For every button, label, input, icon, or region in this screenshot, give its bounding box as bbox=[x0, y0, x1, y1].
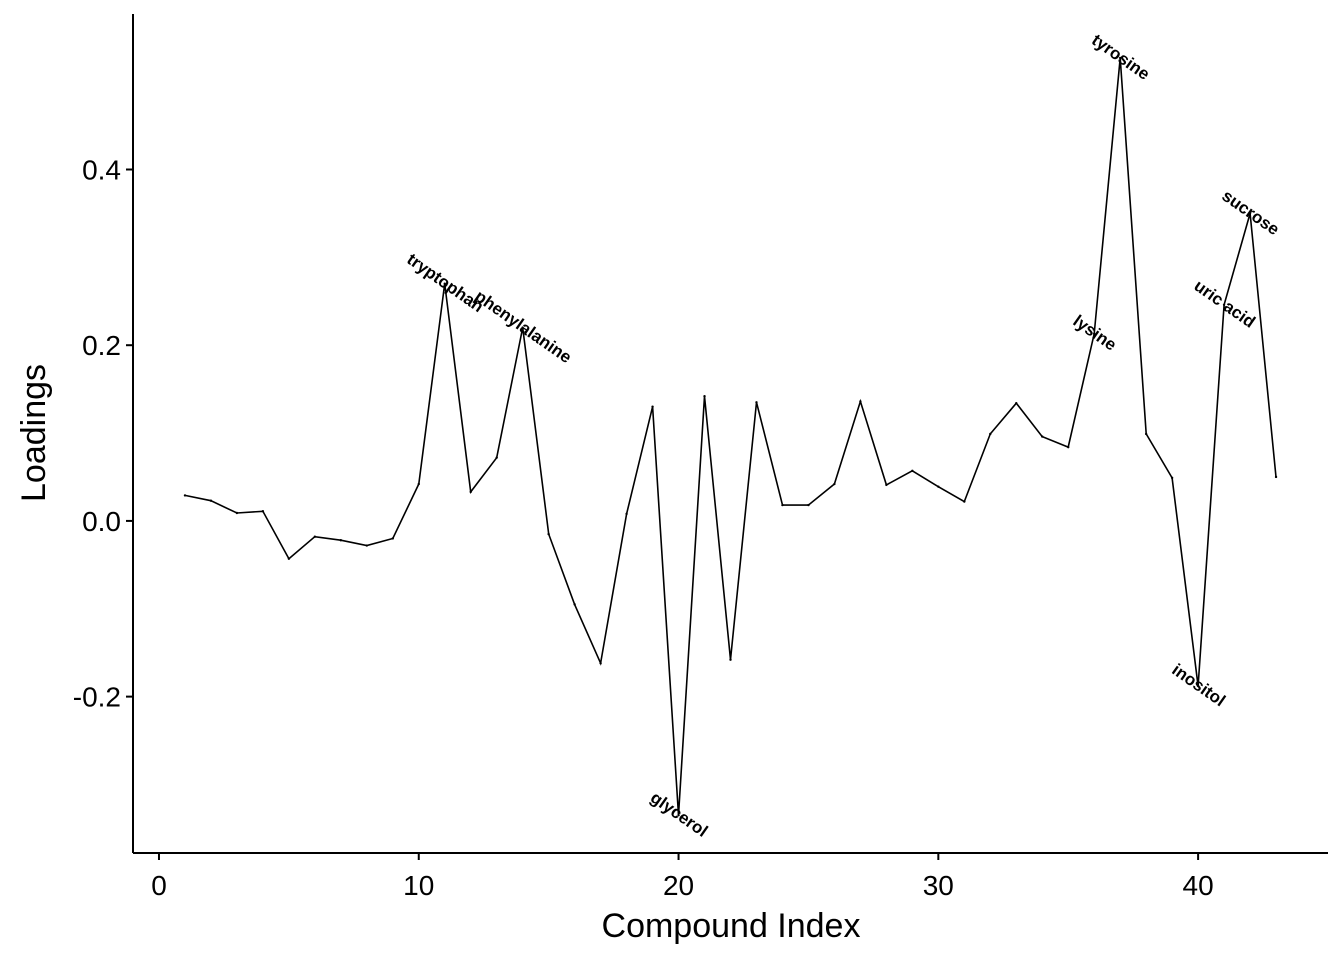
point-annotations: tryptophanphenylalanineglycerollysinetyr… bbox=[404, 30, 1283, 841]
data-point bbox=[235, 511, 239, 515]
x-tick-label: 0 bbox=[151, 870, 167, 901]
y-tick-label: 0.0 bbox=[82, 506, 121, 537]
x-tick-label: 20 bbox=[663, 870, 694, 901]
data-point bbox=[989, 432, 992, 436]
data-point bbox=[183, 494, 187, 497]
data-point bbox=[1092, 332, 1096, 335]
data-point bbox=[1015, 401, 1018, 405]
data-point bbox=[495, 456, 498, 459]
data-point bbox=[1041, 435, 1044, 438]
data-point bbox=[287, 557, 291, 560]
point-annotation-label: uric acid bbox=[1191, 276, 1259, 332]
data-point bbox=[963, 500, 966, 503]
point-annotation-label: tryptophan bbox=[404, 250, 488, 316]
data-point bbox=[1248, 212, 1252, 215]
data-point bbox=[1170, 476, 1174, 480]
point-annotation-label: lysine bbox=[1070, 311, 1120, 354]
data-points bbox=[183, 56, 1278, 817]
data-point bbox=[703, 394, 706, 398]
data-point bbox=[677, 814, 680, 817]
data-point bbox=[469, 490, 472, 494]
y-tick-label: -0.2 bbox=[73, 682, 121, 713]
data-point bbox=[417, 482, 420, 486]
loadings-series-line bbox=[184, 57, 1277, 816]
data-point bbox=[599, 662, 602, 665]
x-tick-label: 40 bbox=[1183, 870, 1214, 901]
data-point bbox=[365, 544, 369, 547]
data-point bbox=[625, 512, 628, 516]
data-point bbox=[1144, 432, 1148, 436]
point-annotation-label: phenylalanine bbox=[471, 287, 575, 368]
data-point bbox=[1222, 303, 1226, 306]
data-point bbox=[547, 532, 550, 536]
data-point bbox=[911, 469, 914, 473]
y-axis-ticks: -0.2 0.0 0.2 0.4 bbox=[73, 155, 133, 713]
data-point bbox=[1274, 475, 1278, 479]
data-point bbox=[313, 535, 317, 538]
y-tick-label: 0.4 bbox=[82, 155, 121, 186]
x-tick-label: 10 bbox=[403, 870, 434, 901]
y-tick-label: 0.2 bbox=[82, 330, 121, 361]
data-point bbox=[755, 401, 758, 404]
data-point bbox=[391, 537, 394, 540]
data-point bbox=[339, 539, 343, 542]
x-axis-ticks: 0 10 20 30 40 bbox=[151, 853, 1214, 901]
y-axis-title: Loadings bbox=[15, 364, 53, 502]
data-point bbox=[885, 483, 888, 487]
point-annotation-label: sucrose bbox=[1218, 186, 1282, 239]
data-point bbox=[521, 326, 524, 329]
data-point bbox=[651, 405, 654, 408]
data-point bbox=[443, 282, 446, 285]
data-point bbox=[1118, 56, 1122, 60]
data-point bbox=[1067, 445, 1070, 449]
data-point bbox=[573, 603, 576, 606]
data-point bbox=[807, 503, 810, 507]
data-point bbox=[937, 485, 940, 488]
data-point bbox=[729, 658, 732, 661]
x-tick-label: 30 bbox=[923, 870, 954, 901]
data-point bbox=[833, 482, 836, 486]
data-point bbox=[781, 503, 784, 507]
data-point bbox=[859, 400, 862, 403]
x-axis-title: Compound Index bbox=[602, 907, 861, 945]
data-point bbox=[209, 499, 213, 502]
data-point bbox=[1196, 684, 1200, 688]
data-point bbox=[261, 510, 265, 513]
